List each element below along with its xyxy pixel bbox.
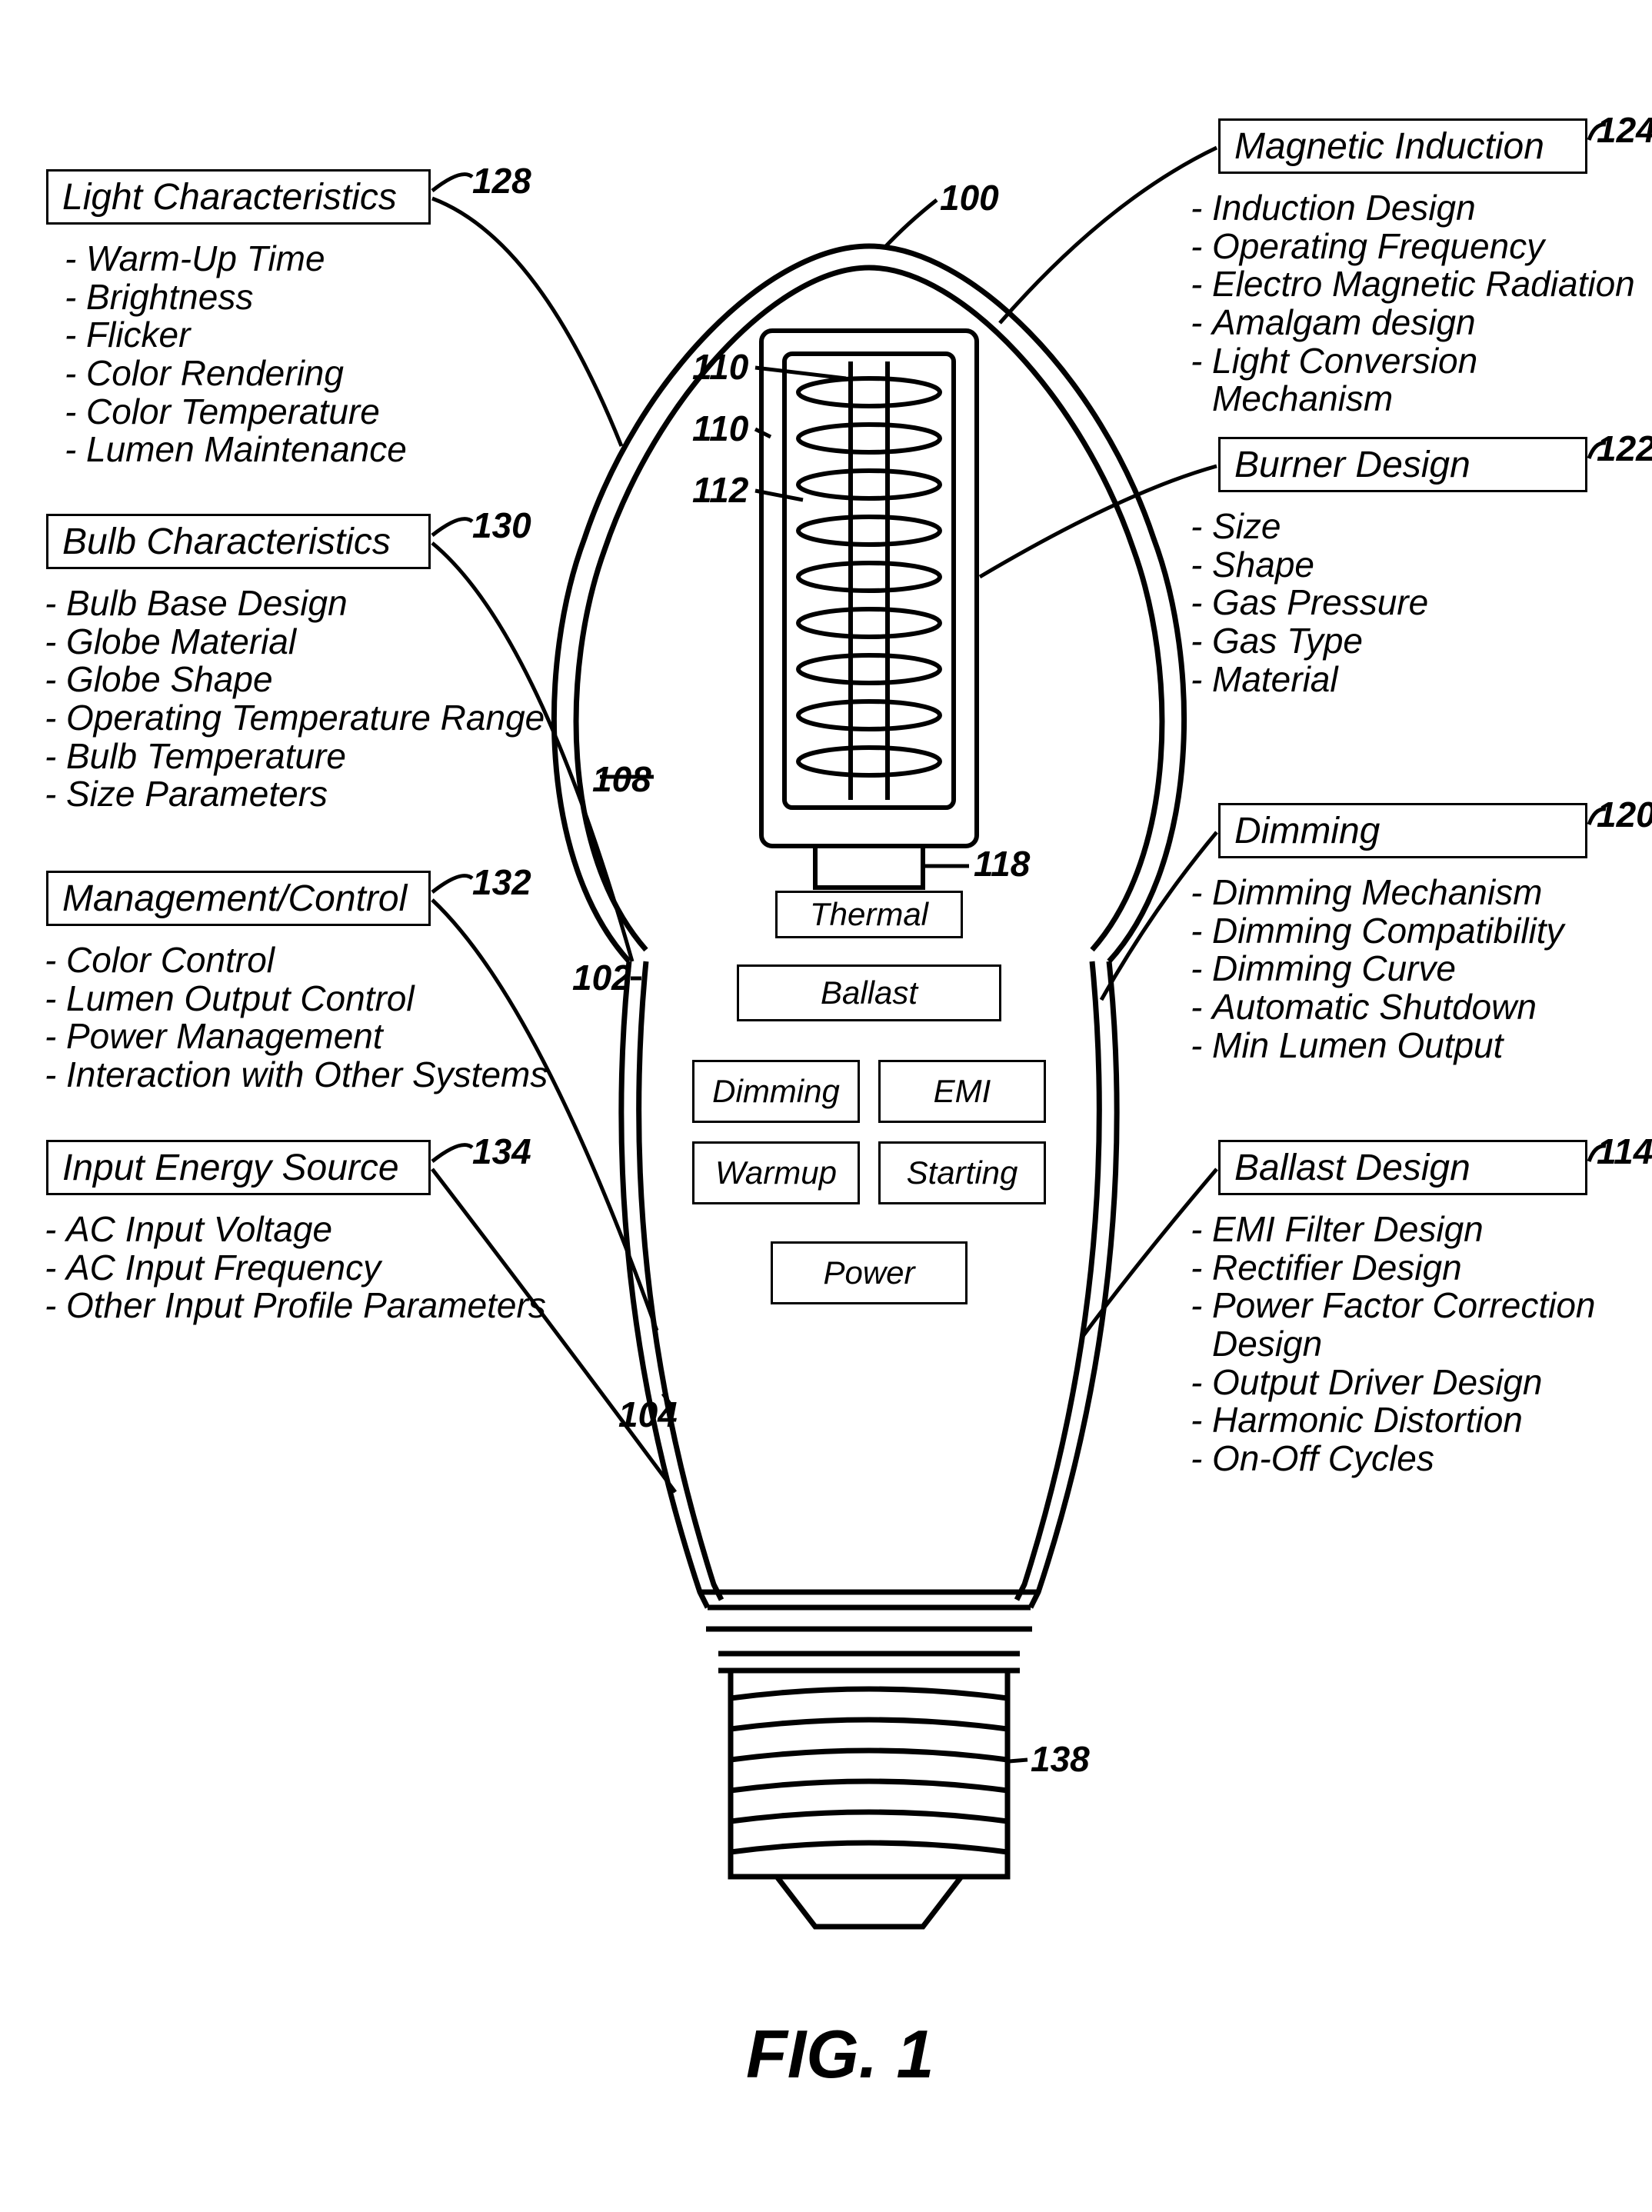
magnetic-induction-list: - Induction Design- Operating Frequency-… bbox=[1191, 189, 1652, 418]
burner-design-list: - Size- Shape- Gas Pressure- Gas Type- M… bbox=[1191, 508, 1428, 698]
list-item: - Gas Type bbox=[1191, 622, 1428, 661]
list-item: - Color Control bbox=[45, 941, 548, 980]
emi-box: EMI bbox=[878, 1060, 1046, 1123]
list-item: - Globe Shape bbox=[45, 661, 545, 699]
list-item: - Dimming Curve bbox=[1191, 950, 1564, 988]
list-item: - Flicker bbox=[65, 316, 407, 355]
ref-132: 132 bbox=[472, 861, 531, 903]
list-item: - Other Input Profile Parameters bbox=[45, 1287, 546, 1325]
list-item: - Warm-Up Time bbox=[65, 240, 407, 278]
ref-122: 122 bbox=[1597, 428, 1652, 469]
ref-112: 112 bbox=[692, 469, 748, 511]
list-item: - Power Management bbox=[45, 1018, 548, 1056]
list-item: - Electro Magnetic Radiation bbox=[1191, 265, 1652, 304]
list-item: - Globe Material bbox=[45, 623, 545, 661]
list-item: - Light Conversion Mechanism bbox=[1191, 342, 1652, 418]
dimming-list: - Dimming Mechanism- Dimming Compatibili… bbox=[1191, 874, 1564, 1064]
list-item: - Power Factor Correction Design bbox=[1191, 1287, 1652, 1363]
list-item: - Lumen Maintenance bbox=[65, 431, 407, 469]
ref-114: 114 bbox=[1597, 1131, 1652, 1172]
list-item: - Color Temperature bbox=[65, 393, 407, 431]
ballast-design-box: Ballast Design bbox=[1218, 1140, 1587, 1195]
management-control-list: - Color Control- Lumen Output Control- P… bbox=[45, 941, 548, 1094]
ref-104: 104 bbox=[618, 1394, 678, 1435]
warmup-box: Warmup bbox=[692, 1141, 860, 1204]
diagram-canvas: Thermal Ballast Dimming EMI Warmup Start… bbox=[0, 0, 1652, 2212]
list-item: - Color Rendering bbox=[65, 355, 407, 393]
ref-100: 100 bbox=[940, 177, 999, 218]
ref-110a: 110 bbox=[692, 346, 748, 388]
figure-label: FIG. 1 bbox=[746, 2015, 934, 2094]
dimming-box: Dimming bbox=[1218, 803, 1587, 858]
magnetic-induction-box: Magnetic Induction bbox=[1218, 118, 1587, 174]
list-item: - AC Input Frequency bbox=[45, 1249, 546, 1288]
list-item: - Bulb Base Design bbox=[45, 585, 545, 623]
management-control-box: Management/Control bbox=[46, 871, 431, 926]
list-item: - Brightness bbox=[65, 278, 407, 317]
list-item: - Size bbox=[1191, 508, 1428, 546]
list-item: - Interaction with Other Systems bbox=[45, 1056, 548, 1094]
bulb-characteristics-box: Bulb Characteristics bbox=[46, 514, 431, 569]
ref-134: 134 bbox=[472, 1131, 531, 1172]
list-item: - Output Driver Design bbox=[1191, 1364, 1652, 1402]
input-energy-list: - AC Input Voltage- AC Input Frequency- … bbox=[45, 1211, 546, 1325]
light-characteristics-box: Light Characteristics bbox=[46, 169, 431, 225]
thermal-box: Thermal bbox=[775, 891, 963, 938]
ref-124: 124 bbox=[1597, 109, 1652, 151]
list-item: - Automatic Shutdown bbox=[1191, 988, 1564, 1027]
list-item: - Min Lumen Output bbox=[1191, 1027, 1564, 1065]
dimming-interior-box: Dimming bbox=[692, 1060, 860, 1123]
list-item: - On-Off Cycles bbox=[1191, 1440, 1652, 1478]
list-item: - Bulb Temperature bbox=[45, 738, 545, 776]
light-characteristics-list: - Warm-Up Time- Brightness- Flicker- Col… bbox=[65, 240, 407, 469]
list-item: - Shape bbox=[1191, 546, 1428, 585]
ref-120: 120 bbox=[1597, 794, 1652, 835]
ballast-box: Ballast bbox=[737, 964, 1001, 1021]
ref-118: 118 bbox=[974, 843, 1030, 884]
list-item: - Dimming Compatibility bbox=[1191, 912, 1564, 951]
ref-128: 128 bbox=[472, 160, 531, 202]
ref-108: 108 bbox=[592, 758, 651, 800]
list-item: - Material bbox=[1191, 661, 1428, 699]
list-item: - Rectifier Design bbox=[1191, 1249, 1652, 1288]
power-box: Power bbox=[771, 1241, 968, 1304]
burner-design-box: Burner Design bbox=[1218, 437, 1587, 492]
list-item: - Operating Temperature Range bbox=[45, 699, 545, 738]
list-item: - Operating Frequency bbox=[1191, 228, 1652, 266]
list-item: - Amalgam design bbox=[1191, 304, 1652, 342]
ref-102: 102 bbox=[572, 957, 631, 998]
list-item: - Dimming Mechanism bbox=[1191, 874, 1564, 912]
list-item: - Harmonic Distortion bbox=[1191, 1401, 1652, 1440]
ballast-design-list: - EMI Filter Design- Rectifier Design- P… bbox=[1191, 1211, 1652, 1478]
list-item: - Size Parameters bbox=[45, 775, 545, 814]
ref-110b: 110 bbox=[692, 408, 748, 449]
ref-138: 138 bbox=[1031, 1738, 1090, 1780]
starting-box: Starting bbox=[878, 1141, 1046, 1204]
list-item: - Lumen Output Control bbox=[45, 980, 548, 1018]
input-energy-box: Input Energy Source bbox=[46, 1140, 431, 1195]
ref-130: 130 bbox=[472, 505, 531, 546]
list-item: - Gas Pressure bbox=[1191, 584, 1428, 622]
bulb-characteristics-list: - Bulb Base Design- Globe Material- Glob… bbox=[45, 585, 545, 814]
list-item: - AC Input Voltage bbox=[45, 1211, 546, 1249]
list-item: - EMI Filter Design bbox=[1191, 1211, 1652, 1249]
list-item: - Induction Design bbox=[1191, 189, 1652, 228]
